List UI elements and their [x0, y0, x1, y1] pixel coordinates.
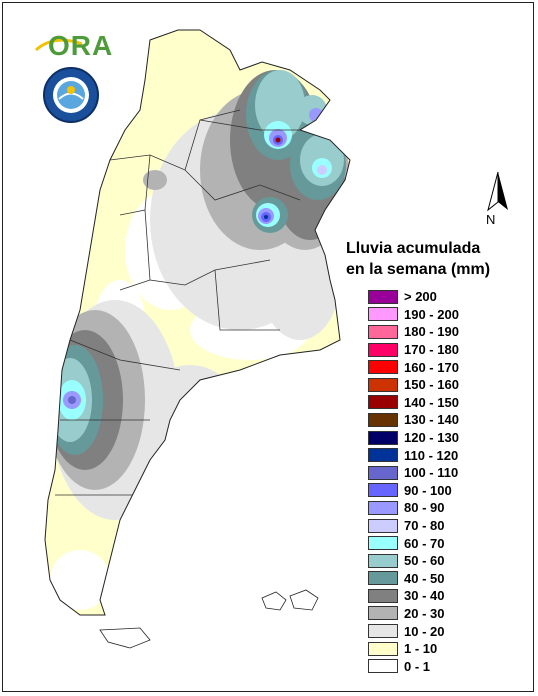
legend-swatch	[368, 624, 398, 639]
legend-swatch	[368, 588, 398, 603]
legend-swatch	[368, 395, 398, 410]
smn-seal-icon	[43, 67, 99, 123]
ora-logo-text: ORA	[48, 30, 114, 61]
legend-label: 130 - 140	[404, 412, 459, 428]
north-arrow-icon	[487, 171, 508, 212]
legend-item: 20 - 30	[368, 605, 459, 623]
legend-swatch	[368, 289, 398, 304]
legend-label: 140 - 150	[404, 394, 459, 410]
legend-swatch	[368, 483, 398, 498]
legend-swatch	[368, 324, 398, 339]
legend-item: 160 - 170	[368, 358, 459, 376]
legend-label: > 200	[404, 289, 437, 305]
legend-swatch	[368, 536, 398, 551]
legend-label: 190 - 200	[404, 306, 459, 322]
legend-item: 170 - 180	[368, 341, 459, 359]
legend-item: 70 - 80	[368, 517, 459, 535]
legend-label: 70 - 80	[404, 518, 445, 534]
legend-item: 190 - 200	[368, 306, 459, 324]
legend-item: > 200	[368, 288, 459, 306]
legend-label: 50 - 60	[404, 553, 445, 569]
legend-swatch	[368, 500, 398, 515]
legend-label: 180 - 190	[404, 324, 459, 340]
legend-label: 90 - 100	[404, 482, 452, 498]
legend-label: 0 - 1	[404, 658, 431, 674]
legend-item: 10 - 20	[368, 622, 459, 640]
legend-item: 110 - 120	[368, 446, 459, 464]
legend-swatch	[368, 307, 398, 322]
legend-title-line1: Lluvia acumulada	[346, 240, 481, 257]
legend-label: 30 - 40	[404, 588, 445, 604]
legend-swatch	[368, 553, 398, 568]
legend-label: 40 - 50	[404, 570, 445, 586]
legend-swatch	[368, 465, 398, 480]
legend-item: 130 - 140	[368, 411, 459, 429]
legend-label: 60 - 70	[404, 535, 445, 551]
legend-swatch	[368, 412, 398, 427]
legend-label: 20 - 30	[404, 605, 445, 621]
legend: > 200 190 - 200 180 - 190 170 - 180 160 - 17…	[368, 288, 459, 675]
legend-label: 160 - 170	[404, 359, 459, 375]
legend-item: 80 - 90	[368, 499, 459, 517]
legend-swatch	[368, 342, 398, 357]
legend-swatch	[368, 518, 398, 533]
legend-swatch	[368, 659, 398, 674]
legend-swatch	[368, 571, 398, 586]
legend-item: 140 - 150	[368, 394, 459, 412]
legend-label: 150 - 160	[404, 377, 459, 393]
ora-logo-arc-icon	[35, 38, 83, 52]
north-label: N	[486, 212, 496, 227]
legend-swatch	[368, 360, 398, 375]
legend-label: 100 - 110	[404, 465, 459, 481]
legend-item: 120 - 130	[368, 429, 459, 447]
legend-item: 100 - 110	[368, 464, 459, 482]
legend-swatch	[368, 606, 398, 621]
legend-item: 90 - 100	[368, 482, 459, 500]
legend-title: Lluvia acumulada en la semana (mm)	[346, 238, 536, 280]
legend-label: 110 - 120	[404, 447, 459, 463]
legend-label: 10 - 20	[404, 623, 445, 639]
legend-item: 0 - 1	[368, 657, 459, 675]
legend-item: 150 - 160	[368, 376, 459, 394]
legend-swatch	[368, 430, 398, 445]
legend-item: 1 - 10	[368, 640, 459, 658]
legend-item: 30 - 40	[368, 587, 459, 605]
legend-label: 1 - 10	[404, 641, 438, 657]
legend-label: 80 - 90	[404, 500, 445, 516]
legend-item: 40 - 50	[368, 570, 459, 588]
legend-item: 180 - 190	[368, 323, 459, 341]
legend-swatch	[368, 641, 398, 656]
legend-item: 50 - 60	[368, 552, 459, 570]
legend-swatch	[368, 448, 398, 463]
legend-title-line2: en la semana (mm)	[346, 261, 491, 278]
legend-label: 170 - 180	[404, 342, 459, 358]
legend-item: 60 - 70	[368, 534, 459, 552]
legend-swatch	[368, 377, 398, 392]
legend-label: 120 - 130	[404, 430, 459, 446]
